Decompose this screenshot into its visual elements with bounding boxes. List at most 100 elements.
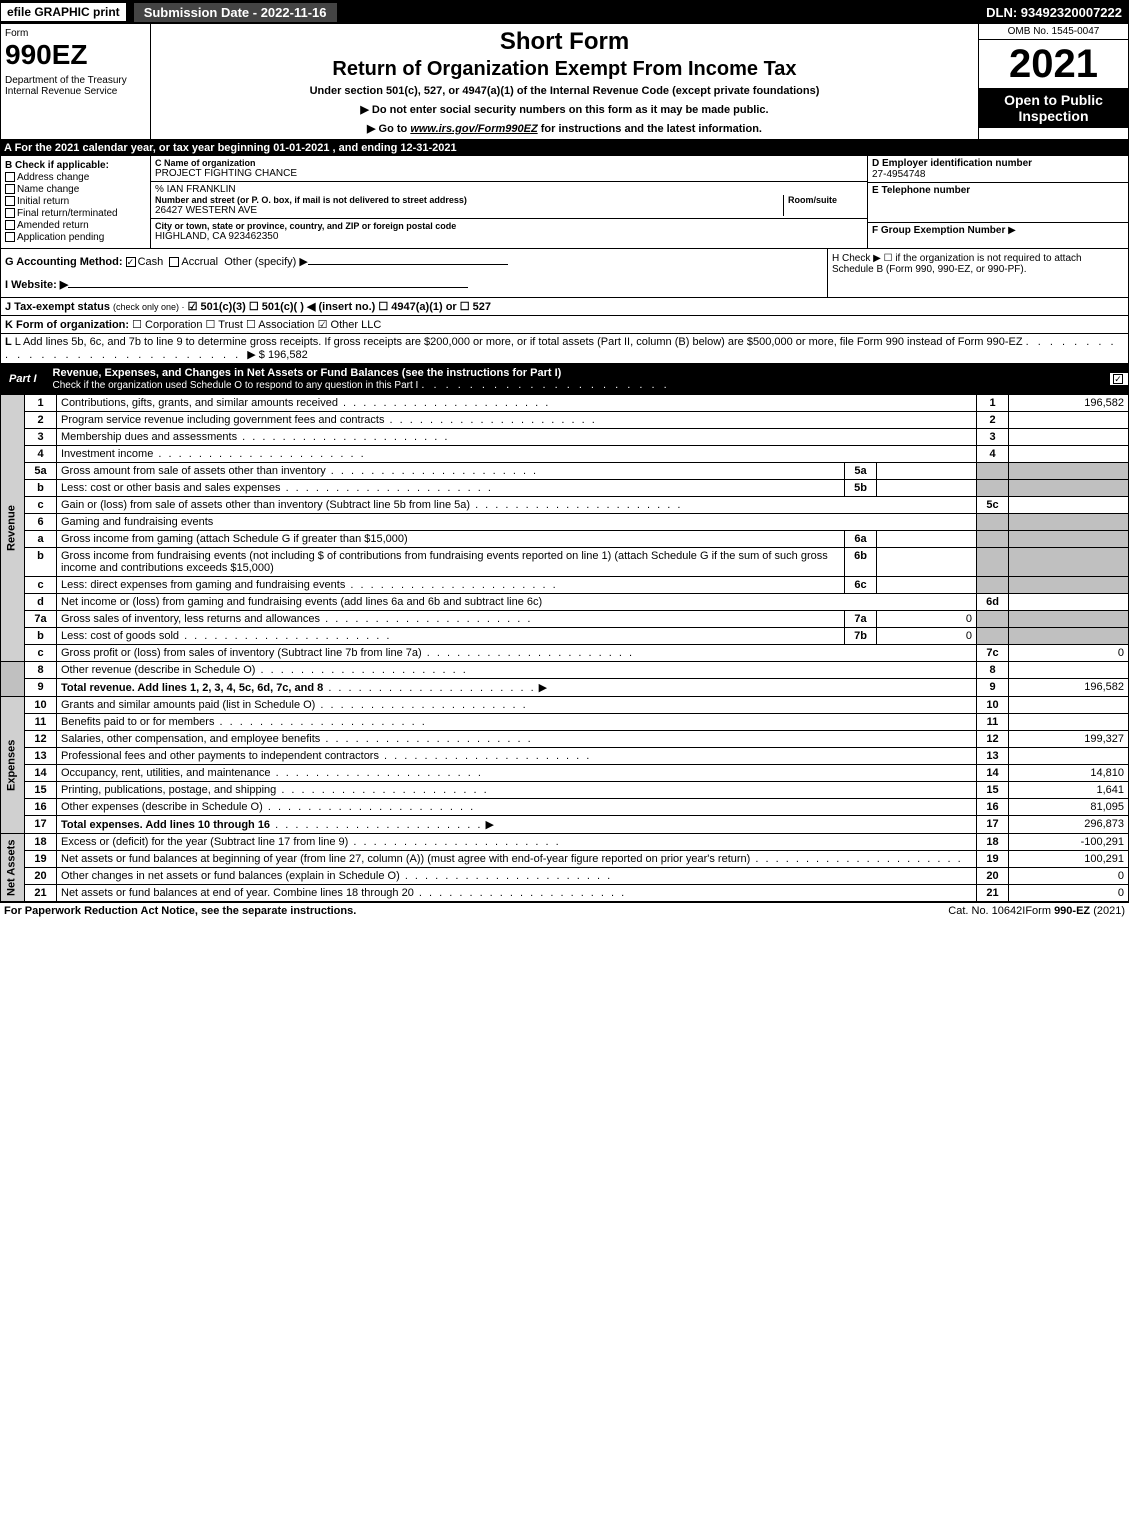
table-row: d Net income or (loss) from gaming and f… — [1, 594, 1129, 611]
j-options: ☑ 501(c)(3) ☐ 501(c)( ) ◀ (insert no.) ☐… — [188, 301, 491, 313]
j-label: J Tax-exempt status — [5, 301, 110, 313]
open-to-public: Open to Public Inspection — [979, 88, 1128, 128]
table-row: b Less: cost or other basis and sales ex… — [1, 480, 1129, 497]
footer-catalog: Cat. No. 10642I — [948, 905, 1025, 917]
omb-number: OMB No. 1545-0047 — [979, 24, 1128, 40]
table-row: a Gross income from gaming (attach Sched… — [1, 531, 1129, 548]
section-h: H Check ▶ ☐ if the organization is not r… — [828, 249, 1128, 297]
table-row: 2 Program service revenue including gove… — [1, 412, 1129, 429]
table-row: 9 Total revenue. Add lines 1, 2, 3, 4, 5… — [1, 679, 1129, 697]
line-desc: Contributions, gifts, grants, and simila… — [57, 395, 977, 412]
website-input[interactable] — [68, 287, 468, 288]
table-row: c Gross profit or (loss) from sales of i… — [1, 645, 1129, 662]
instr2-pre: ▶ Go to — [367, 123, 410, 135]
room-label: Room/suite — [788, 195, 863, 205]
street-box: % IAN FRANKLIN Number and street (or P. … — [151, 182, 867, 219]
table-row: Revenue 1 Contributions, gifts, grants, … — [1, 395, 1129, 412]
table-row: 14 Occupancy, rent, utilities, and maint… — [1, 765, 1129, 782]
city-label: City or town, state or province, country… — [155, 221, 863, 231]
section-a: A For the 2021 calendar year, or tax yea… — [0, 140, 1129, 156]
short-form-title: Short Form — [155, 28, 974, 56]
org-name-box: C Name of organization PROJECT FIGHTING … — [151, 156, 867, 182]
section-b-label: B Check if applicable: — [5, 160, 146, 171]
instr2-post: for instructions and the latest informat… — [538, 123, 762, 135]
section-j: J Tax-exempt status (check only one) · ☑… — [0, 298, 1129, 316]
street-value: 26427 WESTERN AVE — [155, 205, 783, 216]
table-row: 5a Gross amount from sale of assets othe… — [1, 463, 1129, 480]
section-l: L L Add lines 5b, 6c, and 7b to line 9 t… — [0, 334, 1129, 364]
table-row: 6 Gaming and fundraising events — [1, 514, 1129, 531]
section-k: K Form of organization: ☐ Corporation ☐ … — [0, 316, 1129, 334]
accounting-method: G Accounting Method: Cash Accrual Other … — [5, 255, 823, 268]
section-e: E Telephone number — [868, 183, 1128, 223]
header-right: OMB No. 1545-0047 2021 Open to Public In… — [978, 24, 1128, 139]
section-i: I Website: ▶ — [5, 278, 823, 291]
sections-g-h-i: G Accounting Method: Cash Accrual Other … — [0, 249, 1129, 298]
part-1-check-text: Check if the organization used Schedule … — [53, 380, 419, 391]
table-row: Expenses 10 Grants and similar amounts p… — [1, 697, 1129, 714]
tax-year: 2021 — [979, 40, 1128, 88]
netassets-side-label: Net Assets — [1, 834, 25, 902]
table-row: c Gain or (loss) from sale of assets oth… — [1, 497, 1129, 514]
k-label: K Form of organization: — [5, 319, 129, 331]
form-number: 990EZ — [5, 39, 146, 71]
under-section-text: Under section 501(c), 527, or 4947(a)(1)… — [155, 85, 974, 97]
section-b: B Check if applicable: Address change Na… — [1, 156, 151, 248]
schedule-o-checkbox[interactable] — [1110, 373, 1128, 385]
table-row: 3 Membership dues and assessments 3 — [1, 429, 1129, 446]
form-label: Form — [5, 28, 146, 39]
amount: 196,582 — [1009, 395, 1129, 412]
header-center: Short Form Return of Organization Exempt… — [151, 24, 978, 139]
section-c: C Name of organization PROJECT FIGHTING … — [151, 156, 868, 248]
table-row: 12 Salaries, other compensation, and emp… — [1, 731, 1129, 748]
form-header: Form 990EZ Department of the Treasury In… — [0, 24, 1129, 140]
instruction-1: ▶ Do not enter social security numbers o… — [155, 103, 974, 116]
page-footer: For Paperwork Reduction Act Notice, see … — [0, 902, 1129, 919]
section-g-i: G Accounting Method: Cash Accrual Other … — [1, 249, 828, 297]
section-d: D Employer identification number 27-4954… — [868, 156, 1128, 183]
opt-name-change[interactable]: Name change — [5, 184, 146, 195]
header-left: Form 990EZ Department of the Treasury In… — [1, 24, 151, 139]
section-f: F Group Exemption Number ▶ — [868, 223, 1128, 238]
part-1-header: Part I Revenue, Expenses, and Changes in… — [0, 364, 1129, 394]
table-row: c Less: direct expenses from gaming and … — [1, 577, 1129, 594]
table-row: 11 Benefits paid to or for members 11 — [1, 714, 1129, 731]
other-specify-input[interactable] — [308, 264, 508, 265]
table-row: 7a Gross sales of inventory, less return… — [1, 611, 1129, 628]
line-num: 1 — [25, 395, 57, 412]
accrual-checkbox[interactable] — [169, 257, 179, 267]
dln-number: DLN: 93492320007222 — [986, 5, 1128, 20]
opt-amended-return[interactable]: Amended return — [5, 220, 146, 231]
group-exemption-label: F Group Exemption Number — [872, 225, 1005, 236]
l-amount: ▶ $ 196,582 — [247, 349, 307, 361]
sections-d-e-f: D Employer identification number 27-4954… — [868, 156, 1128, 248]
part-1-title: Revenue, Expenses, and Changes in Net As… — [45, 365, 1110, 393]
group-exemption-arrow: ▶ — [1008, 225, 1016, 236]
table-row: Net Assets 18 Excess or (deficit) for th… — [1, 834, 1129, 851]
org-name-value: PROJECT FIGHTING CHANCE — [155, 168, 863, 179]
website-label: I Website: ▶ — [5, 279, 68, 291]
ref-num: 1 — [977, 395, 1009, 412]
irs-link[interactable]: www.irs.gov/Form990EZ — [410, 123, 537, 135]
org-name-label: C Name of organization — [155, 158, 863, 168]
cash-checkbox[interactable] — [126, 257, 136, 267]
j-sub: (check only one) · — [113, 302, 185, 312]
opt-initial-return[interactable]: Initial return — [5, 196, 146, 207]
sections-b-c-d-e-f: B Check if applicable: Address change Na… — [0, 156, 1129, 249]
table-row: 21 Net assets or fund balances at end of… — [1, 885, 1129, 902]
table-row: 17 Total expenses. Add lines 10 through … — [1, 816, 1129, 834]
part-1-table: Revenue 1 Contributions, gifts, grants, … — [0, 394, 1129, 902]
care-of: % IAN FRANKLIN — [155, 184, 863, 195]
table-row: 8 Other revenue (describe in Schedule O)… — [1, 662, 1129, 679]
g-label: G Accounting Method: — [5, 256, 123, 268]
table-row: 16 Other expenses (describe in Schedule … — [1, 799, 1129, 816]
table-row: 15 Printing, publications, postage, and … — [1, 782, 1129, 799]
opt-address-change[interactable]: Address change — [5, 172, 146, 183]
l-text: L Add lines 5b, 6c, and 7b to line 9 to … — [15, 336, 1023, 348]
city-box: City or town, state or province, country… — [151, 219, 867, 244]
opt-application-pending[interactable]: Application pending — [5, 232, 146, 243]
opt-final-return[interactable]: Final return/terminated — [5, 208, 146, 219]
part-1-label: Part I — [1, 371, 45, 387]
table-row: 19 Net assets or fund balances at beginn… — [1, 851, 1129, 868]
ein-value: 27-4954748 — [872, 169, 1124, 180]
